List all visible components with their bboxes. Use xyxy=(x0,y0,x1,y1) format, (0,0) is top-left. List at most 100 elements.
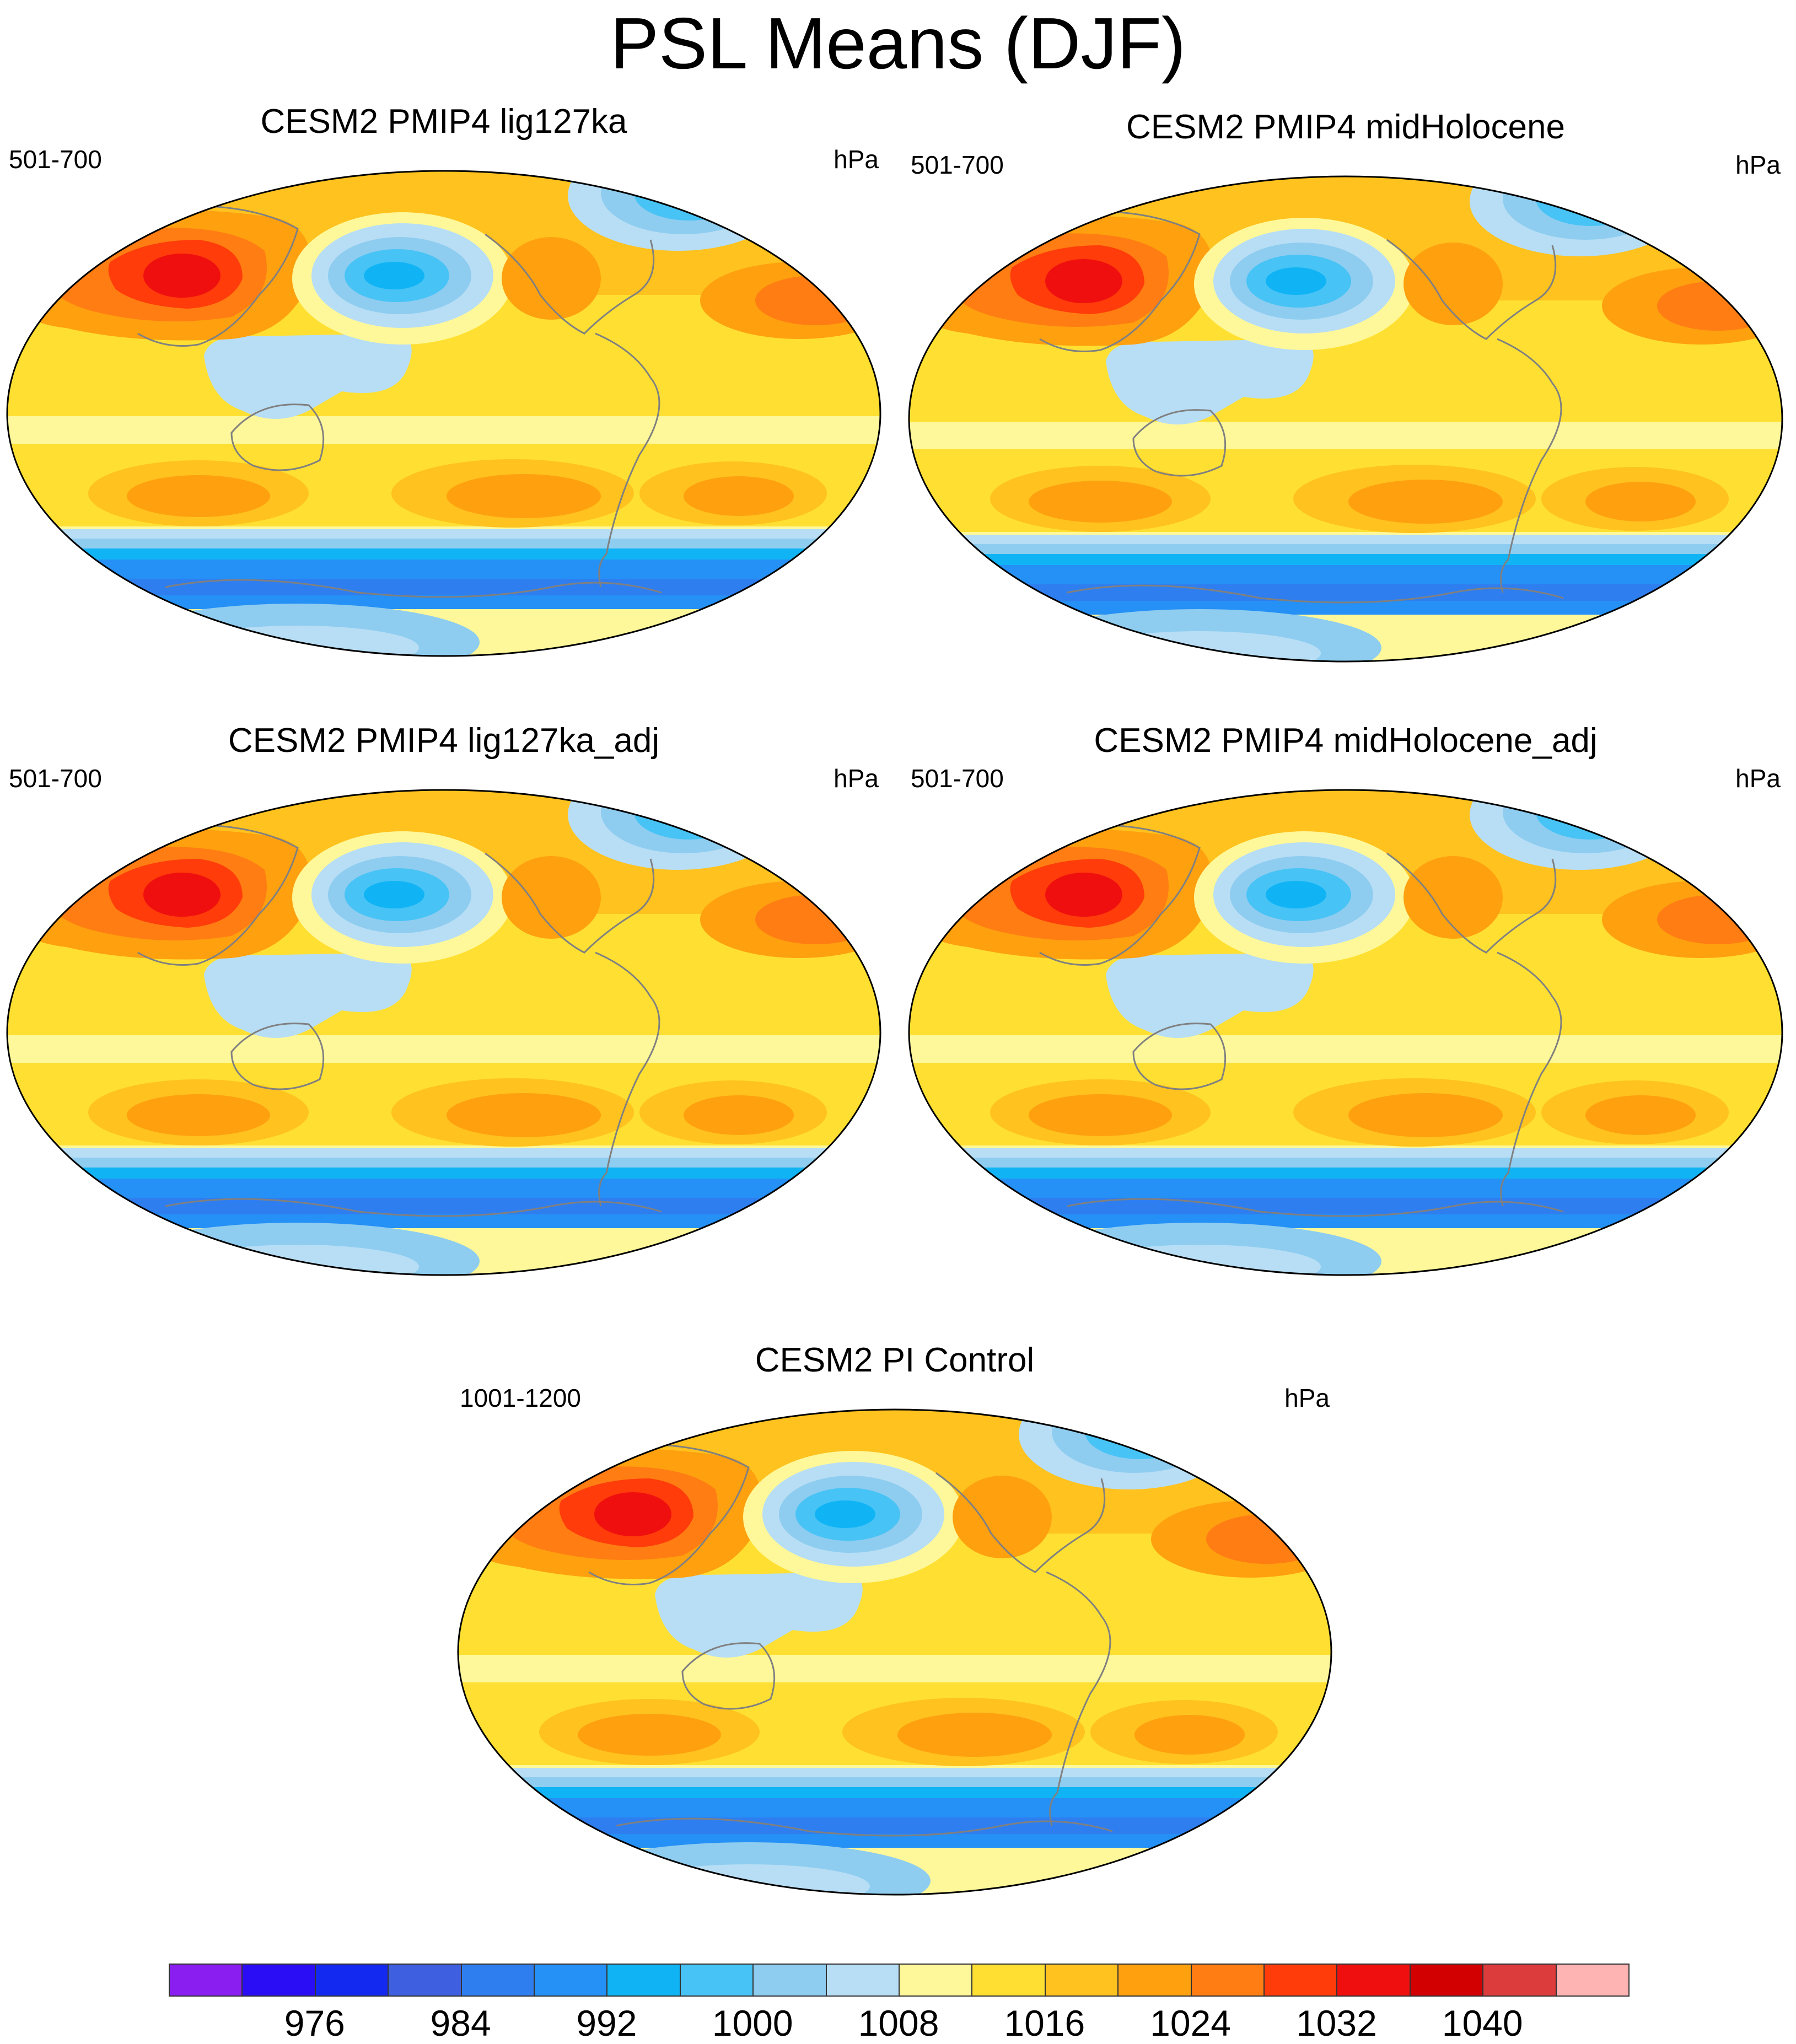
sh-high-atlantic-core xyxy=(684,1095,794,1135)
coast-australia xyxy=(230,404,325,471)
panel-units: hPa xyxy=(834,145,879,174)
colorbar-box xyxy=(534,1964,608,1997)
sh-high-indian-core xyxy=(127,1094,270,1136)
so-belt-2 xyxy=(7,539,880,550)
so-belt-3 xyxy=(909,554,1782,566)
aleutian-low-core xyxy=(364,881,424,908)
sh-high-indian-core xyxy=(578,1714,721,1756)
coast-south-america xyxy=(595,951,660,1207)
na-high xyxy=(953,1476,1052,1558)
colorbar-box xyxy=(825,1964,900,1997)
colorbar-box xyxy=(1555,1964,1630,1997)
map-outline xyxy=(6,170,881,657)
map-panel-midholocene: CESM2 PMIP4 midHolocene 501-700 hPa xyxy=(902,107,1789,664)
coast-antarctica xyxy=(616,1817,1113,1837)
sh-high-atlantic-core xyxy=(1585,482,1696,521)
so-belt-1 xyxy=(909,1148,1782,1159)
so-belt-2 xyxy=(909,544,1782,555)
so-belt-2 xyxy=(458,1777,1331,1788)
so-belt-core xyxy=(909,1198,1782,1214)
colorbar xyxy=(169,1964,1630,1997)
colorbar-tick-label: 1016 xyxy=(1004,2003,1085,2043)
map-outline xyxy=(6,789,881,1276)
azores-high-core xyxy=(755,895,877,944)
colorbar-box xyxy=(971,1964,1046,1997)
warm-pool-low xyxy=(204,334,412,419)
colorbar-box xyxy=(314,1964,389,1997)
colorbar-box xyxy=(241,1964,316,1997)
so-belt-1 xyxy=(7,529,880,540)
sh-high-pacific-core xyxy=(897,1713,1052,1757)
sh-high-pacific-core xyxy=(1348,480,1503,524)
sh-high-indian-core xyxy=(127,475,270,517)
colorbar-box xyxy=(899,1964,973,1997)
so-belt-core xyxy=(7,1198,880,1214)
panel-years: 501-700 xyxy=(9,764,102,793)
colorbar-box xyxy=(1336,1964,1411,1997)
map-canvas xyxy=(908,789,1783,1276)
azores-high-core xyxy=(755,276,877,325)
panel-units: hPa xyxy=(834,764,879,793)
so-belt-3 xyxy=(7,548,880,561)
coast-australia xyxy=(1132,1023,1227,1090)
warm-pool-low xyxy=(204,953,412,1038)
map-outline xyxy=(908,789,1783,1276)
colorbar-box xyxy=(1263,1964,1338,1997)
azores-high-core xyxy=(1657,281,1778,331)
colorbar-box xyxy=(1044,1964,1119,1997)
so-belt-3 xyxy=(7,1168,880,1180)
map-panel-midholocene-adj: CESM2 PMIP4 midHolocene_adj 501-700 hPa xyxy=(902,721,1789,1278)
coast-south-america xyxy=(1046,1571,1111,1826)
so-belt-1 xyxy=(7,1148,880,1159)
na-high xyxy=(1404,243,1503,325)
panel-title: CESM2 PI Control xyxy=(755,1341,1035,1379)
warm-pool-low xyxy=(1106,953,1314,1038)
panel-units: hPa xyxy=(1284,1384,1330,1412)
azores-high-core xyxy=(1206,1514,1327,1564)
coast-north-america xyxy=(485,233,655,335)
aleutian-low-core xyxy=(364,262,424,289)
sh-high-atlantic-core xyxy=(684,476,794,516)
so-belt-1 xyxy=(909,535,1782,546)
coast-south-america xyxy=(1497,338,1562,593)
colorbar-box xyxy=(169,1964,243,1997)
so-belt-3 xyxy=(909,1168,1782,1180)
sh-high-pacific-core xyxy=(447,474,601,518)
coast-south-america xyxy=(1497,951,1562,1207)
panel-years: 501-700 xyxy=(9,145,102,174)
siberian-high-core xyxy=(143,873,221,917)
aleutian-low-core xyxy=(1266,881,1326,908)
sh-high-pacific-core xyxy=(447,1093,601,1137)
colorbar-tick-label: 976 xyxy=(284,2003,345,2043)
so-belt-core xyxy=(7,579,880,595)
colorbar-tick-label: 992 xyxy=(576,2003,637,2043)
coast-north-america xyxy=(935,1472,1106,1573)
colorbar-box xyxy=(388,1964,462,1997)
coastlines xyxy=(472,1443,1113,1837)
panel-title: CESM2 PMIP4 lig127ka xyxy=(260,103,627,141)
pressure-field xyxy=(909,176,1782,661)
aleutian-low-core xyxy=(815,1500,875,1528)
na-high xyxy=(502,237,601,320)
sh-high-indian-core xyxy=(1029,481,1172,523)
coast-australia xyxy=(1132,409,1227,477)
panel-units: hPa xyxy=(1735,764,1781,793)
siberian-high-core xyxy=(143,254,221,298)
colorbar-box xyxy=(1482,1964,1557,1997)
panel-title: CESM2 PMIP4 midHolocene xyxy=(1126,108,1565,146)
map-outline xyxy=(457,1408,1332,1896)
pressure-field xyxy=(909,790,1782,1275)
colorbar-box xyxy=(679,1964,754,1997)
map-panel-lig127ka-adj: CESM2 PMIP4 lig127ka_adj 501-700 hPa xyxy=(0,721,888,1278)
siberian-high-core xyxy=(1045,259,1122,303)
colorbar-tick-label: 1024 xyxy=(1150,2003,1231,2043)
coastlines xyxy=(923,210,1564,604)
map-canvas xyxy=(6,170,881,657)
colorbar-box xyxy=(1190,1964,1265,1997)
panel-years: 501-700 xyxy=(911,764,1004,793)
siberian-high-core xyxy=(594,1492,671,1536)
colorbar-tick-label: 1008 xyxy=(858,2003,939,2043)
panel-years: 501-700 xyxy=(911,150,1004,179)
so-belt-core xyxy=(458,1817,1331,1834)
panel-title: CESM2 PMIP4 lig127ka_adj xyxy=(228,722,660,760)
